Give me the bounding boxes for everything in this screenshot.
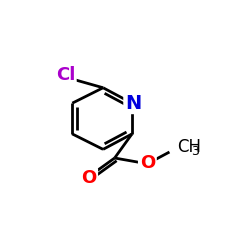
- Text: CH: CH: [177, 138, 201, 156]
- Text: O: O: [140, 154, 155, 172]
- Text: 3: 3: [191, 145, 198, 158]
- Text: Cl: Cl: [56, 66, 75, 84]
- Text: O: O: [81, 169, 96, 187]
- Text: N: N: [125, 94, 141, 113]
